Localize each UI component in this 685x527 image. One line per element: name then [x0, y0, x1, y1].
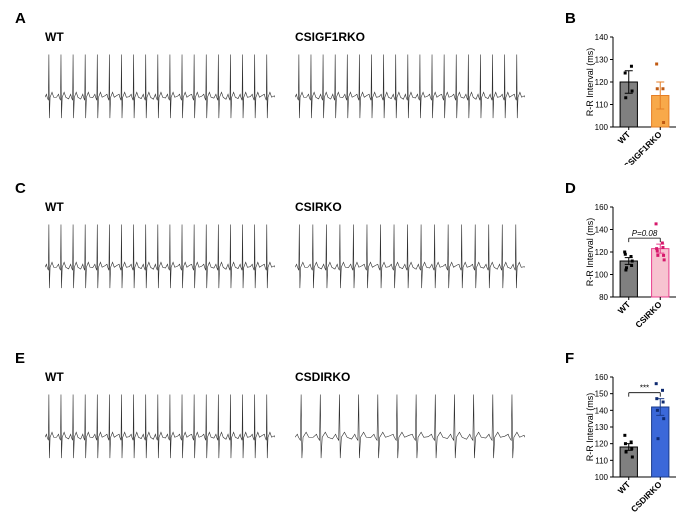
svg-text:100: 100 [595, 473, 609, 482]
ecg-svg [295, 45, 525, 140]
ecg-svg [295, 385, 525, 480]
ecg-trace-a-wt [45, 45, 275, 140]
svg-text:100: 100 [595, 271, 609, 280]
trace-title-a-ko: CSIGF1RKO [295, 30, 365, 44]
trace-title-c-ko: CSIRKO [295, 200, 342, 214]
ecg-svg [45, 215, 275, 310]
trace-title-e-ko: CSDIRKO [295, 370, 350, 384]
svg-text:110: 110 [595, 101, 608, 110]
panel-label-f: F [565, 350, 574, 367]
svg-text:R-R Interval (ms): R-R Interval (ms) [585, 218, 595, 287]
ecg-trace-e-wt [45, 385, 275, 480]
panel-label-b: B [565, 10, 576, 27]
svg-text:160: 160 [595, 373, 609, 382]
bar-svg: 100110120130140R-R Interval (ms)WTCSIGF1… [585, 25, 680, 165]
ecg-trace-a-ko [295, 45, 525, 140]
svg-text:120: 120 [595, 248, 609, 257]
svg-text:150: 150 [595, 390, 609, 399]
ecg-trace-c-wt [45, 215, 275, 310]
svg-text:WT: WT [616, 299, 633, 316]
bar-chart-f: 100 110 120 130 140 150 160 R-R Interval (ms) WT… [585, 365, 680, 515]
ecg-svg [45, 385, 275, 480]
trace-title-c-wt: WT [45, 200, 64, 214]
ecg-trace-c-ko [295, 215, 525, 310]
svg-text:160: 160 [595, 203, 609, 212]
svg-text:80: 80 [599, 293, 608, 302]
bar-chart-d: 80 100 120 140 160R-R Interval (ms) WTCSIRKO P… [585, 195, 680, 335]
svg-text:CSDIRKO: CSDIRKO [629, 479, 664, 514]
bar-chart-b: 100110120130140R-R Interval (ms)WTCSIGF1… [585, 25, 680, 165]
svg-text:140: 140 [595, 226, 609, 235]
panel-label-d: D [565, 180, 576, 197]
svg-text:WT: WT [616, 479, 633, 496]
ecg-trace-e-ko [295, 385, 525, 480]
ecg-svg [295, 215, 525, 310]
trace-title-e-wt: WT [45, 370, 64, 384]
svg-text:140: 140 [595, 406, 609, 415]
panel-label-e: E [15, 350, 25, 367]
svg-text:R-R Interval (ms): R-R Interval (ms) [585, 393, 595, 462]
svg-text:120: 120 [595, 78, 609, 87]
bar-svg: 100 110 120 130 140 150 160 R-R Interval (ms) WT… [585, 365, 680, 515]
svg-text:WT: WT [616, 129, 633, 146]
svg-text:110: 110 [595, 456, 608, 465]
svg-text:CSIRKO: CSIRKO [633, 299, 664, 330]
svg-text:P=0.08: P=0.08 [632, 229, 658, 238]
svg-text:120: 120 [595, 440, 609, 449]
svg-text:140: 140 [595, 33, 609, 42]
bar-svg: 80 100 120 140 160R-R Interval (ms) WTCSIRKO P… [585, 195, 680, 335]
svg-text:130: 130 [595, 56, 609, 65]
svg-text:***: *** [640, 384, 649, 393]
ecg-svg [45, 45, 275, 140]
svg-text:130: 130 [595, 423, 609, 432]
panel-label-c: C [15, 180, 26, 197]
svg-text:100: 100 [595, 123, 609, 132]
svg-text:R-R Interval (ms): R-R Interval (ms) [585, 48, 595, 117]
panel-label-a: A [15, 10, 26, 27]
trace-title-a-wt: WT [45, 30, 64, 44]
